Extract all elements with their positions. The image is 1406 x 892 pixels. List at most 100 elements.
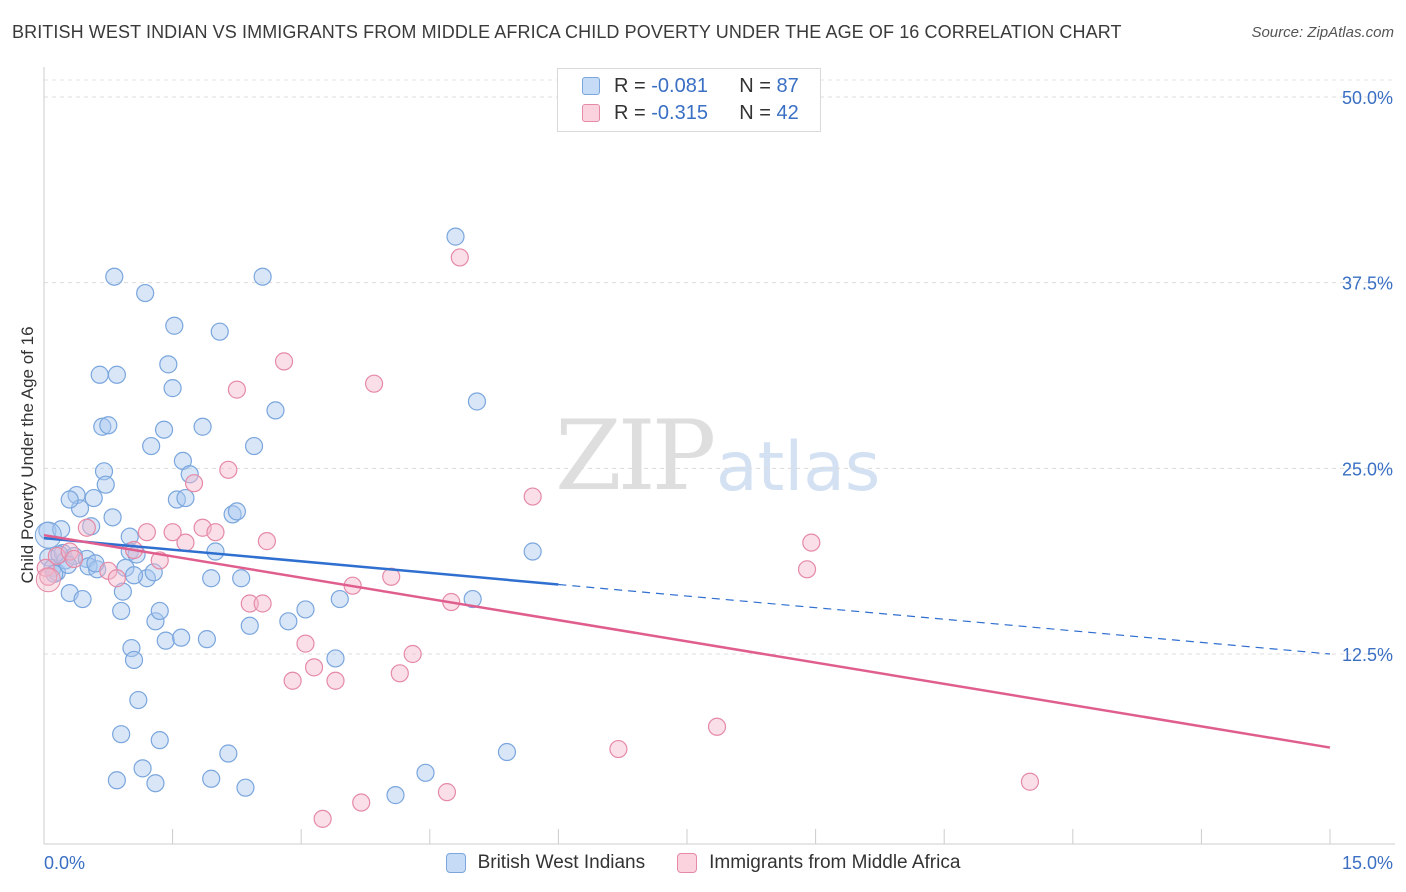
trend-line-extrapolated bbox=[558, 583, 1331, 655]
data-point-british-west-indians bbox=[180, 465, 199, 484]
r-value: -0.315 bbox=[651, 101, 708, 124]
data-point-british-west-indians bbox=[60, 490, 79, 509]
data-point-british-west-indians bbox=[96, 475, 115, 494]
data-point-british-west-indians bbox=[193, 417, 212, 436]
data-point-british-west-indians bbox=[112, 601, 131, 621]
data-point-british-west-indians bbox=[93, 417, 112, 436]
data-point-british-west-indians bbox=[146, 612, 165, 631]
data-point-british-west-indians bbox=[219, 744, 238, 763]
data-point-british-west-indians bbox=[197, 630, 216, 649]
data-point-british-west-indians bbox=[202, 769, 221, 788]
data-point-middle-africa bbox=[163, 523, 182, 542]
data-point-british-west-indians bbox=[523, 542, 542, 561]
data-point-british-west-indians bbox=[163, 379, 182, 398]
legend-row-middle-africa: R = -0.315 N = 42 bbox=[582, 101, 799, 125]
data-point-british-west-indians bbox=[103, 508, 122, 527]
data-point-british-west-indians bbox=[136, 283, 155, 303]
legend-label: British West Indians bbox=[477, 852, 646, 873]
data-point-british-west-indians bbox=[244, 436, 264, 456]
legend-item-british-west-indians: British West Indians bbox=[445, 852, 646, 874]
data-point-british-west-indians bbox=[156, 631, 175, 650]
data-point-british-west-indians bbox=[133, 759, 152, 778]
legend-item-middle-africa: Immigrants from Middle Africa bbox=[677, 852, 960, 874]
data-point-middle-africa bbox=[137, 523, 156, 542]
source-credit: Source: ZipAtlas.com bbox=[1251, 24, 1394, 41]
data-point-british-west-indians bbox=[227, 502, 246, 521]
data-point-british-west-indians bbox=[172, 628, 191, 647]
n-value: 87 bbox=[776, 74, 799, 97]
data-point-middle-africa bbox=[274, 352, 294, 371]
x-tick-label: 0.0% bbox=[44, 853, 85, 873]
data-point-british-west-indians bbox=[296, 600, 315, 619]
data-point-british-west-indians bbox=[124, 650, 144, 670]
data-point-middle-africa bbox=[797, 560, 817, 579]
r-label: R = bbox=[614, 74, 646, 97]
data-point-british-west-indians bbox=[446, 227, 465, 246]
y-tick-label: 12.5% bbox=[1342, 645, 1393, 665]
data-point-middle-africa bbox=[206, 523, 225, 542]
correlation-legend: R = -0.081 N = 87 R = -0.315 N = 42 bbox=[557, 68, 821, 132]
trend-line-british-west-indians bbox=[43, 536, 559, 586]
data-point-middle-africa bbox=[523, 487, 542, 506]
data-point-middle-africa bbox=[403, 644, 422, 664]
data-point-british-west-indians bbox=[463, 589, 482, 609]
data-point-british-west-indians bbox=[90, 365, 109, 384]
watermark-atlas: atlas bbox=[716, 428, 881, 507]
data-point-british-west-indians bbox=[210, 322, 229, 341]
data-point-middle-africa bbox=[240, 594, 259, 613]
data-point-british-west-indians bbox=[84, 488, 103, 508]
data-point-british-west-indians bbox=[112, 725, 131, 744]
y-tick-label: 25.0% bbox=[1342, 459, 1393, 479]
data-point-british-west-indians bbox=[386, 786, 405, 805]
data-point-british-west-indians bbox=[73, 589, 92, 609]
data-point-british-west-indians bbox=[240, 616, 259, 635]
data-point-middle-africa bbox=[364, 374, 384, 393]
data-point-british-west-indians bbox=[105, 267, 124, 286]
data-point-middle-africa bbox=[1020, 772, 1040, 791]
data-point-middle-africa bbox=[437, 783, 457, 802]
data-point-middle-africa bbox=[326, 671, 345, 690]
data-point-middle-africa bbox=[304, 658, 324, 677]
legend-swatch-blue bbox=[445, 853, 466, 873]
data-point-british-west-indians bbox=[144, 563, 163, 582]
data-point-british-west-indians bbox=[142, 436, 161, 456]
data-point-middle-africa bbox=[352, 793, 371, 812]
legend-swatch-pink bbox=[677, 853, 698, 873]
data-point-middle-africa bbox=[227, 380, 246, 399]
data-point-british-west-indians bbox=[330, 589, 349, 609]
data-point-british-west-indians bbox=[159, 355, 178, 374]
data-point-british-west-indians bbox=[467, 392, 487, 411]
y-tick-label: 37.5% bbox=[1342, 274, 1393, 294]
data-point-british-west-indians bbox=[279, 612, 298, 631]
data-point-british-west-indians bbox=[165, 316, 184, 335]
data-point-middle-africa bbox=[64, 549, 84, 569]
data-point-middle-africa bbox=[184, 474, 204, 493]
data-point-middle-africa bbox=[219, 460, 238, 479]
data-point-british-west-indians bbox=[154, 420, 174, 439]
data-point-british-west-indians bbox=[124, 566, 144, 585]
data-point-middle-africa bbox=[313, 809, 332, 828]
series-legend: British West Indians Immigrants from Mid… bbox=[0, 852, 1406, 874]
data-point-british-west-indians bbox=[150, 601, 169, 621]
data-point-british-west-indians bbox=[94, 462, 114, 481]
data-point-middle-africa bbox=[802, 533, 821, 552]
r-label: R = bbox=[614, 101, 646, 124]
legend-row-british-west-indians: R = -0.081 N = 87 bbox=[582, 74, 799, 98]
data-point-middle-africa bbox=[107, 569, 126, 588]
data-point-british-west-indians bbox=[107, 365, 126, 384]
data-point-british-west-indians bbox=[122, 638, 141, 658]
trend-line-middle-africa bbox=[43, 533, 1331, 749]
data-point-middle-africa bbox=[707, 717, 727, 736]
data-point-british-west-indians bbox=[266, 401, 285, 420]
data-point-british-west-indians bbox=[236, 778, 255, 797]
legend-swatch-blue bbox=[582, 77, 600, 95]
data-point-middle-africa bbox=[176, 533, 195, 552]
data-point-british-west-indians bbox=[232, 569, 251, 588]
legend-swatch-pink bbox=[582, 104, 600, 122]
data-point-british-west-indians bbox=[129, 690, 148, 710]
data-point-middle-africa bbox=[609, 739, 628, 759]
data-point-british-west-indians bbox=[150, 731, 169, 750]
data-point-middle-africa bbox=[296, 634, 315, 653]
data-point-middle-africa bbox=[450, 248, 469, 267]
data-point-british-west-indians bbox=[416, 763, 435, 782]
